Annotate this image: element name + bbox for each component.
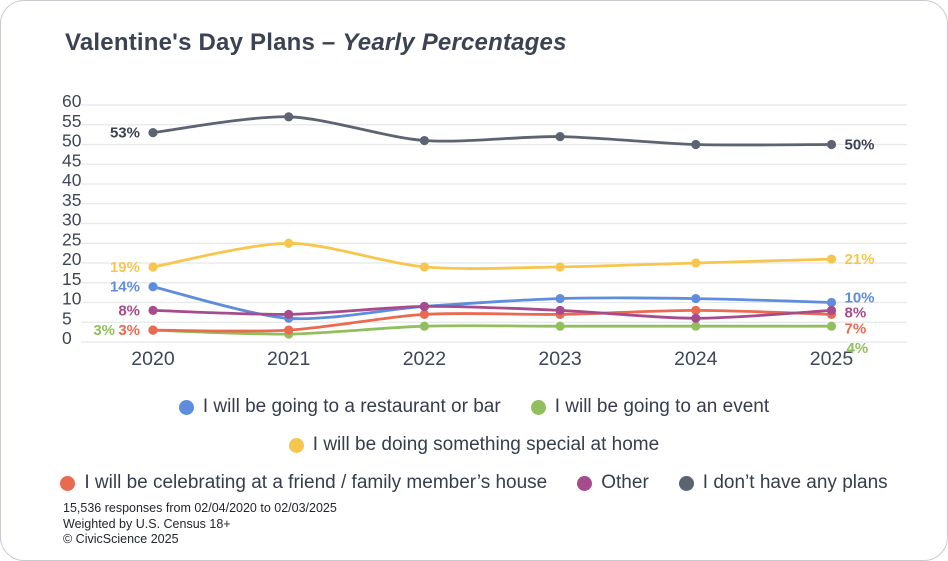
data-point (419, 321, 429, 331)
y-tick-label: 50 (62, 131, 82, 151)
last-value-label: 10% (845, 290, 875, 307)
data-point (555, 293, 565, 304)
y-tick-label: 35 (62, 190, 81, 210)
source-note: 15,536 responses from 02/04/2020 to 02/0… (63, 501, 337, 548)
x-tick-label: 2021 (267, 348, 310, 370)
x-tick-label: 2022 (403, 348, 446, 370)
legend-item: I will be going to a restaurant or bar (178, 396, 501, 418)
data-point (419, 262, 429, 272)
legend-label: I will be going to an event (554, 396, 770, 417)
weighting-note: Weighted by U.S. Census 18+ (63, 516, 231, 531)
series-line (152, 304, 832, 320)
legend-dot-icon (288, 437, 304, 453)
x-tick-label: 2020 (131, 348, 175, 370)
data-point (555, 321, 565, 331)
series-line (152, 324, 832, 336)
legend-label: I will be going to a restaurant or bar (202, 396, 501, 417)
data-point (555, 262, 565, 272)
first-value-label: 3% (118, 322, 140, 339)
first-value-label: 8% (118, 302, 140, 319)
data-point (691, 321, 701, 331)
legend-item: I don’t have any plans (678, 472, 888, 494)
legend-dot-icon (178, 399, 194, 415)
x-tick-label: 2025 (810, 348, 854, 370)
data-point (691, 293, 701, 304)
data-point (284, 238, 294, 248)
legend-item: Other (577, 472, 649, 494)
data-point (826, 297, 837, 308)
y-tick-label: 30 (62, 210, 82, 230)
legend-dot-icon (530, 399, 546, 415)
copyright-note: © CivicScience 2025 (63, 532, 179, 546)
legend-row-3: I will be celebrating at a friend / fami… (1, 464, 947, 502)
responses-note: 15,536 responses from 02/04/2020 to 02/0… (63, 501, 337, 515)
legend-item: I will be doing something special at hom… (288, 434, 660, 456)
data-point (691, 313, 701, 323)
data-point (555, 305, 565, 315)
data-point (419, 309, 429, 319)
title-subtitle: Yearly Percentages (342, 29, 567, 56)
legend-dot-icon (60, 475, 76, 491)
series-line (152, 285, 832, 321)
y-tick-label: 15 (62, 269, 81, 289)
series-line (152, 308, 832, 333)
legend-dot-icon (577, 475, 593, 491)
data-point (284, 309, 294, 319)
data-point (826, 139, 837, 150)
first-value-label: 53% (110, 125, 140, 142)
data-point (826, 305, 837, 315)
data-point (691, 258, 701, 268)
data-point (691, 139, 701, 150)
y-tick-label: 5 (62, 308, 72, 328)
data-point (284, 325, 294, 335)
data-point (148, 305, 158, 315)
last-value-label: 4% (847, 340, 869, 357)
legend-row-2: I will be doing something special at hom… (1, 426, 947, 464)
legend-label: I don’t have any plans (702, 472, 888, 493)
y-tick-label: 60 (62, 91, 82, 111)
legend-label: Other (601, 472, 649, 493)
data-point (284, 112, 294, 122)
x-tick-label: 2024 (674, 348, 718, 370)
data-point (826, 254, 837, 264)
last-value-label: 21% (845, 251, 875, 268)
y-tick-label: 45 (62, 150, 81, 170)
last-value-label: 8% (845, 304, 867, 321)
first-value-label: 14% (110, 279, 140, 296)
data-point (826, 321, 837, 331)
data-point (148, 128, 158, 138)
y-tick-label: 25 (62, 229, 81, 249)
y-tick-label: 0 (62, 328, 72, 348)
title-main: Valentine's Day Plans – (65, 29, 336, 56)
series-line (152, 115, 832, 147)
data-point (419, 135, 429, 146)
series-line (152, 241, 832, 270)
x-tick-label: 2023 (538, 348, 581, 370)
y-tick-label: 10 (62, 289, 82, 309)
legend-item: I will be going to an event (530, 396, 770, 418)
page-title: Valentine's Day Plans – Yearly Percentage… (65, 29, 567, 57)
data-point (148, 282, 158, 292)
y-tick-label: 40 (62, 170, 82, 190)
last-value-label: 7% (845, 320, 867, 337)
data-point (148, 262, 158, 272)
data-point (419, 301, 429, 312)
y-tick-label: 20 (62, 249, 82, 269)
data-point (691, 305, 701, 315)
chart-legend: I will be going to a restaurant or bar I … (1, 388, 947, 502)
data-point (555, 132, 565, 142)
legend-row-1: I will be going to a restaurant or bar I … (1, 388, 947, 426)
first-value-label: 3% (93, 322, 115, 339)
legend-item: I will be celebrating at a friend / fami… (60, 472, 547, 494)
data-point (148, 325, 158, 335)
legend-label: I will be doing something special at hom… (312, 434, 660, 455)
first-value-label: 19% (110, 259, 140, 276)
y-tick-label: 55 (62, 111, 81, 131)
legend-label: I will be celebrating at a friend / fami… (84, 472, 548, 493)
legend-dot-icon (678, 475, 694, 491)
last-value-label: 50% (845, 137, 875, 154)
